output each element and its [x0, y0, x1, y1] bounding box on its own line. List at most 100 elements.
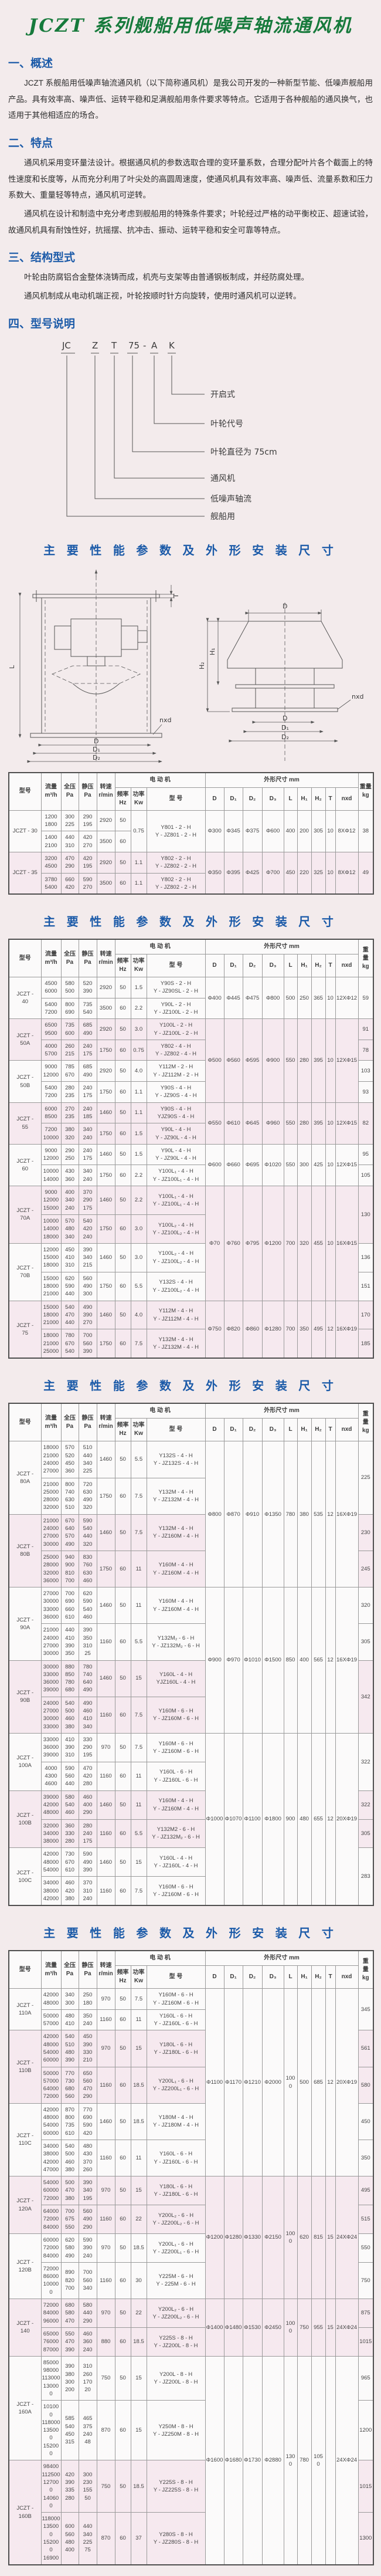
table-cell: 850 — [283, 1587, 298, 1734]
table-cell: 370 310 240 — [78, 1876, 97, 1906]
table-cell: 11 — [130, 1761, 147, 1791]
table-cell: Φ1020 — [261, 1143, 284, 1187]
table-cell: 2.2 — [130, 1186, 147, 1215]
table-cell: Φ820 — [223, 1300, 243, 1359]
table-cell: 1460 — [96, 1847, 115, 1877]
table-cell: 50 — [114, 1847, 131, 1877]
header-cell: 型 号 — [146, 1965, 206, 1989]
table-row: 5400 7200 280 235 240 175 1750 60 1.1 Y90S - 4 - … — [9, 1081, 374, 1103]
table-cell: 1460 — [96, 1441, 115, 1478]
table-cell: 580 540 460 — [60, 1790, 79, 1820]
table-cell: 2.2 — [130, 1165, 147, 1187]
table-cell: Φ1100 — [205, 1988, 224, 2177]
header-cell: 电 动 机 — [114, 939, 206, 955]
table-cell: 82 — [358, 1102, 374, 1145]
table-cell: 21000 24000 27000 30000 — [40, 1514, 62, 1551]
table-cell: 400 340 240 — [60, 1186, 79, 1215]
table-cell: 590 540 440 320 — [78, 1514, 97, 1551]
table-cell: 4.0 — [130, 1060, 147, 1082]
table-cell: 620 590 440 — [60, 1271, 79, 1301]
section-2-heading: 二、特点 — [8, 137, 53, 150]
table-cell: 230 — [358, 1514, 374, 1551]
table-cell: 1.1 — [130, 1081, 147, 1103]
performance-heading-4: 主 要 性 能 参 数 及 外 形 安 装 尺 寸 — [43, 1927, 338, 1941]
table-cell: 720 630 490 320 — [78, 1477, 97, 1515]
table-row: 5400 7200 800 690 735 540 3500 60 2.2 Y90L - 2 - … — [9, 997, 373, 1020]
header-cell: D — [205, 954, 224, 978]
table-row: 3780 5400 660 420 590 270 3500 60 1.1 Y802 - 2 - … — [9, 872, 373, 895]
table-cell: 490 460 410 340 — [78, 1696, 97, 1734]
table-cell: 400 — [283, 810, 298, 852]
table-cell: 970 — [96, 2233, 115, 2263]
table-cell: 305 — [311, 810, 326, 852]
header-cell: D₃ — [261, 1965, 284, 1989]
table-cell: 305 — [358, 1819, 374, 1849]
table-cell: 50000 57000 64000 72000 — [40, 2066, 62, 2104]
section-3-heading: 三、结构型式 — [8, 252, 76, 265]
table-cell: 136 — [358, 1243, 374, 1272]
header-cell: 全压 Pa — [60, 772, 79, 811]
table-cell: 60 — [114, 1623, 131, 1661]
header-cell: H₁ — [297, 1965, 312, 1989]
header-cell: 转速 r/min — [96, 939, 115, 978]
table-cell: 780 740 640 490 — [78, 1660, 97, 1697]
header-cell: D₁ — [223, 1418, 243, 1442]
table-cell: 1460 — [96, 1790, 115, 1820]
table-cell: 16XΦ19 — [335, 1300, 359, 1359]
table-cell: 1300 — [358, 2512, 374, 2565]
table-cell: 240 175 — [78, 1081, 97, 1103]
table-cell: Φ1070 — [223, 1732, 243, 1906]
table-cell: 300 225 — [60, 810, 79, 832]
table-cell: 550 — [283, 1102, 298, 1145]
spec-table-2: 型号 流量 m³/h 全压 Pa 静压 Pa 转速 r/min 电 动 机外形尺寸 mm 重量 kg 频… — [8, 939, 375, 1359]
dim-label-H2: H₂ — [198, 662, 206, 669]
table-cell: 600 560 480 400 — [60, 2512, 79, 2565]
code-part-k: K — [169, 340, 175, 351]
table-cell: 65000 76000 87000 — [40, 2327, 62, 2357]
table-cell: 750 — [96, 2460, 115, 2513]
table-cell: 60 — [114, 1477, 131, 1515]
table-cell: 240 175 — [78, 1143, 97, 1166]
table-cell: JCZT -60 — [8, 1143, 42, 1187]
table-cell: 750 — [297, 2299, 312, 2357]
table-cell: 50 — [114, 2103, 131, 2140]
table-cell: 700 — [283, 1186, 298, 1301]
header-cell: D — [205, 787, 224, 811]
table-cell: Φ1600 — [205, 2355, 224, 2565]
header-cell: 流量 m³/h — [40, 939, 62, 978]
table-cell: JCZT -110B — [8, 2030, 42, 2104]
table-cell: 72000 86000 100000 — [40, 2262, 62, 2300]
table-cell: 1000 — [283, 1988, 298, 2177]
table-cell: Φ1170 — [223, 1988, 243, 2177]
table-cell: Φ2000 — [261, 1988, 284, 2177]
table-cell: 10 — [325, 977, 336, 1020]
table-cell: 685 490 — [78, 1018, 97, 1040]
table-cell: 560 490 300 — [78, 1271, 97, 1301]
header-cell: 全压 Pa — [60, 1950, 79, 1989]
table-cell: 390 380 300 200 — [60, 2355, 79, 2401]
table-cell: 370 290 175 — [78, 1186, 97, 1215]
table-row: 4000 5700 260 215 240 175 1750 60 0.75 Y802 - 4 -… — [9, 1039, 374, 1061]
table-cell: JCZT -140 — [8, 2299, 42, 2357]
table-cell: 470 420 280 — [78, 1761, 97, 1791]
table-cell: 50 — [114, 1732, 131, 1762]
table-cell: 1160 — [96, 1696, 115, 1734]
table-cell: 1750 — [96, 1214, 115, 1244]
table-cell: 50 — [114, 1441, 131, 1478]
table-cell: Y90S - 4 - H YJZ90S - 4 - H — [146, 1102, 206, 1124]
table-cell: 680 580 470 — [60, 2299, 79, 2328]
table-row: JCZT - 30 1200 1800 300 225 290 195 2920 50 0.75 Y… — [8, 810, 374, 852]
table-cell: Φ960 — [261, 1102, 284, 1145]
table-cell: 3500 — [96, 831, 115, 852]
table-cell: 50 — [114, 851, 131, 874]
header-cell: L — [283, 1418, 298, 1442]
